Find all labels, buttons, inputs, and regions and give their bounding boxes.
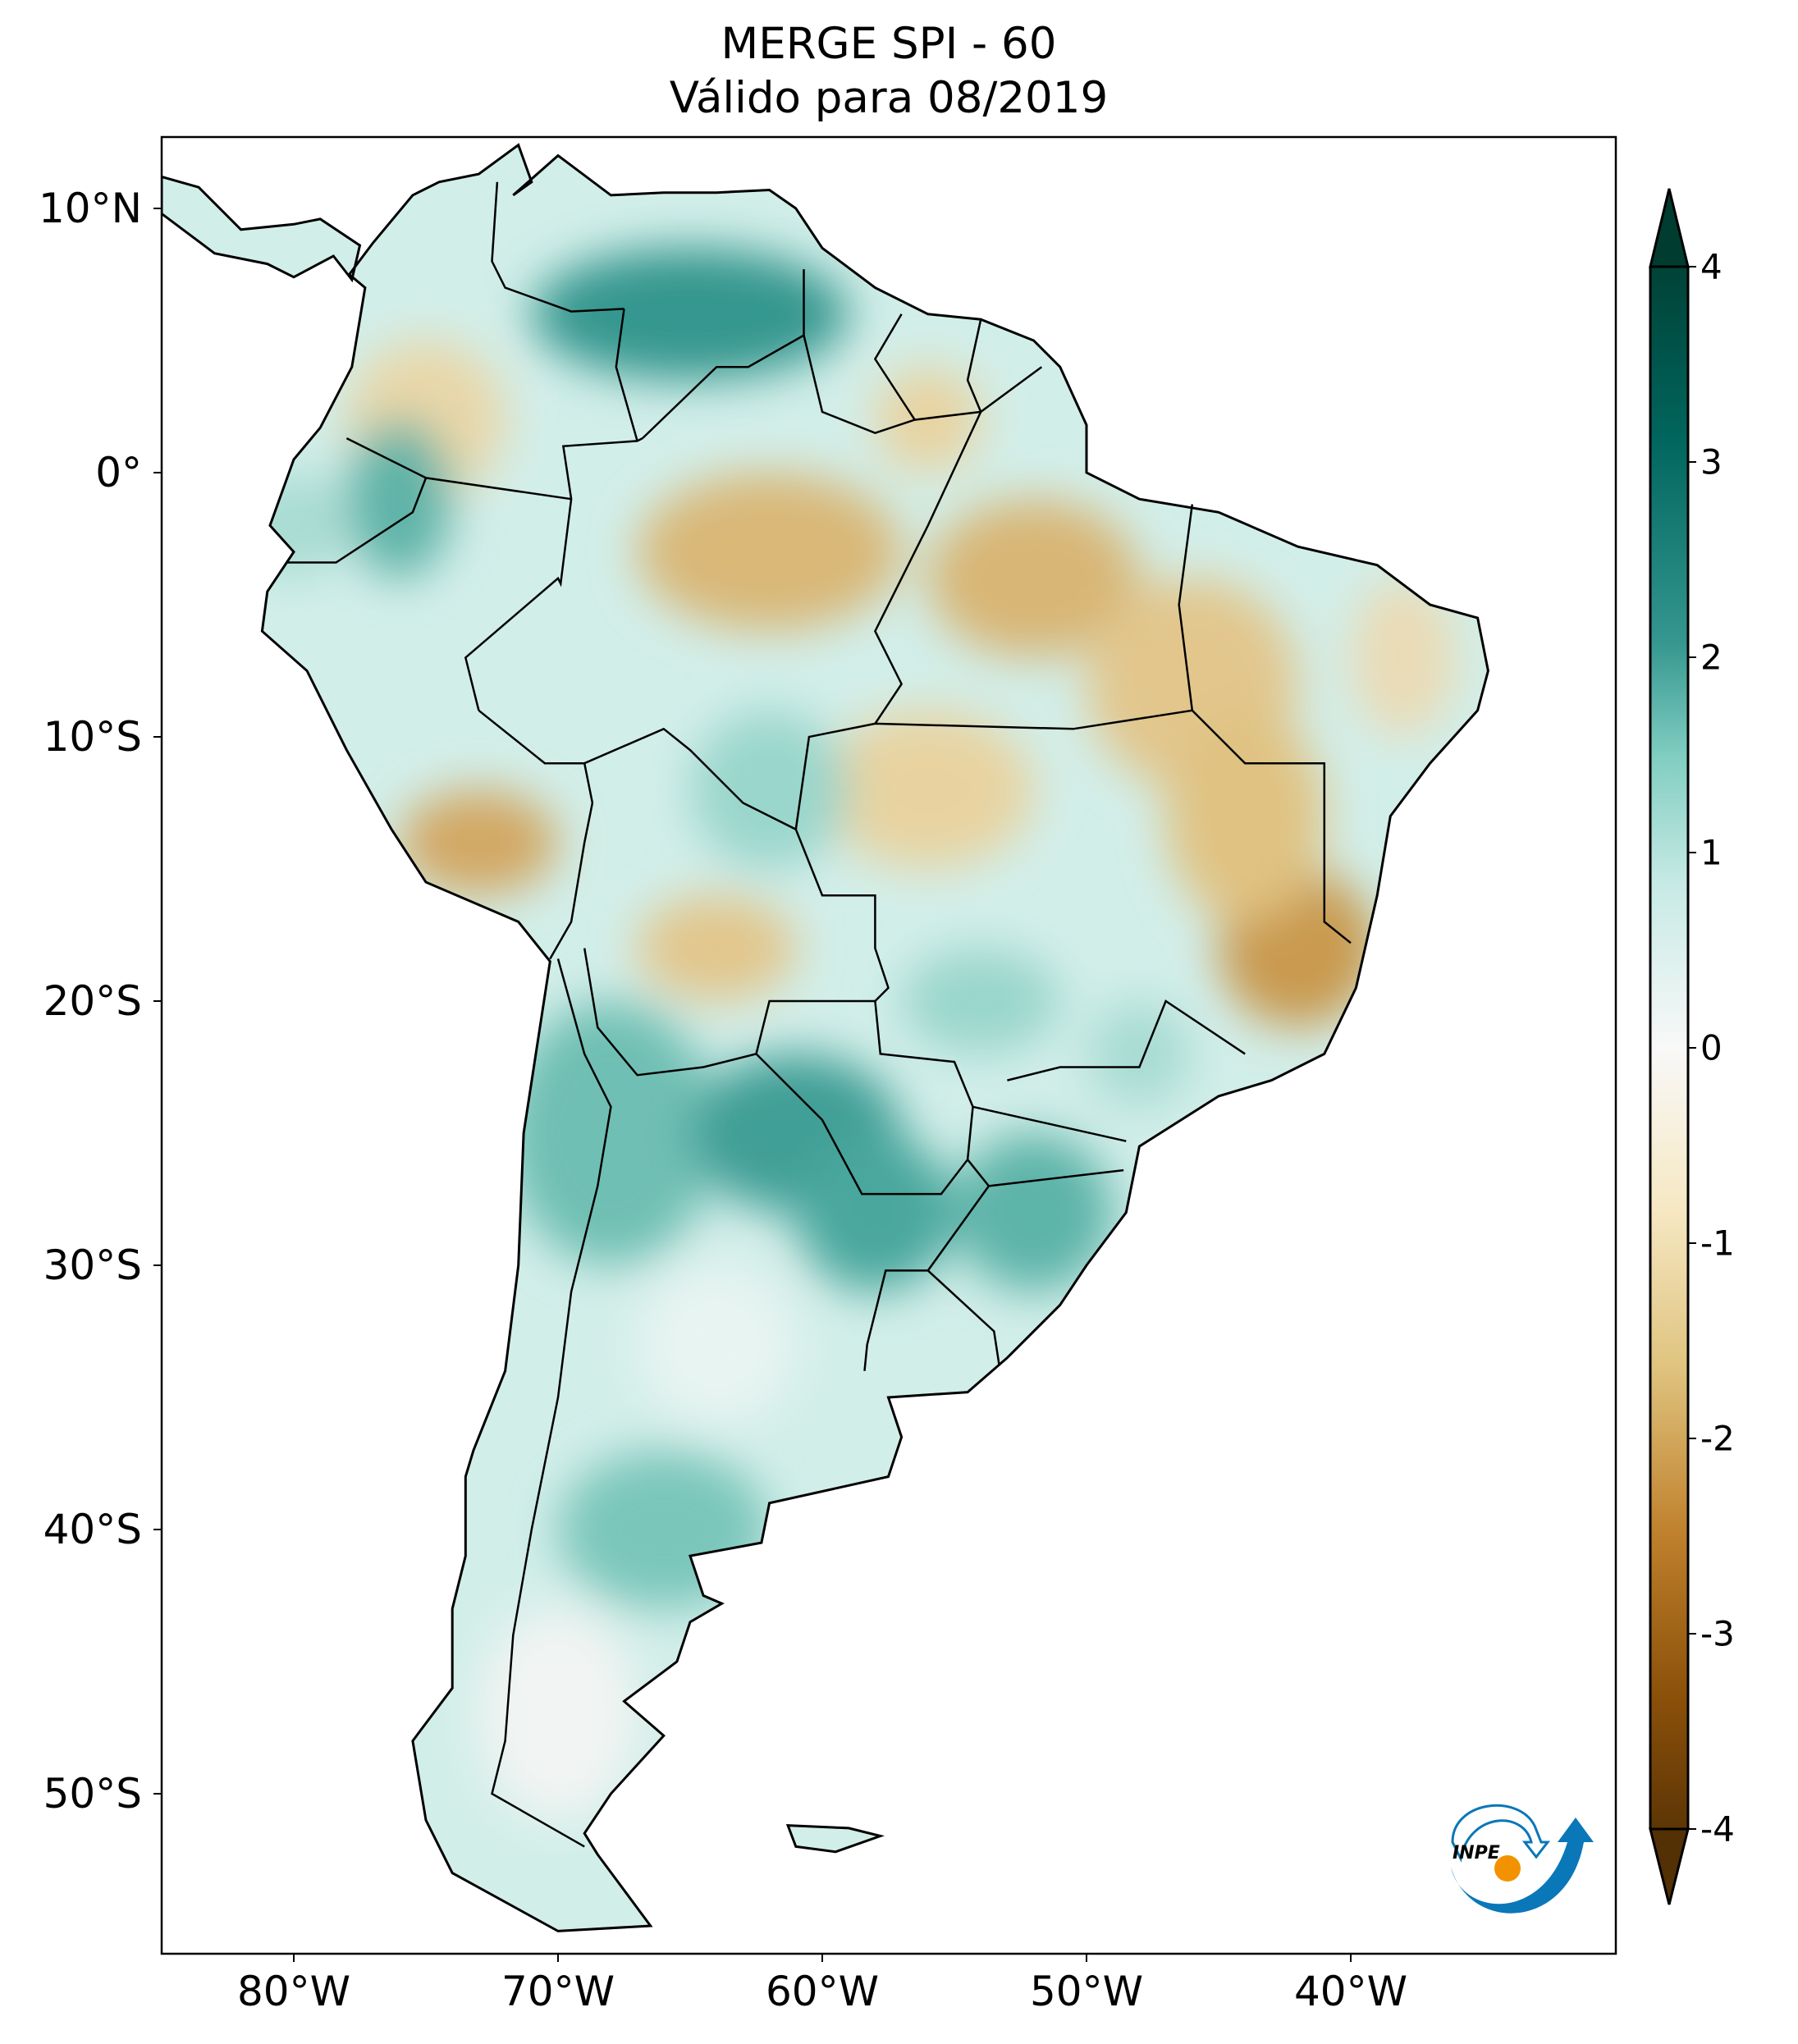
colorbar-extend-min [1649, 1827, 1690, 1905]
colorbar-tick-label: 3 [1700, 441, 1723, 482]
map-title: MERGE SPI - 60 [721, 19, 1057, 69]
spi-anomaly-patch [637, 1265, 796, 1424]
colorbar-tick-label: 1 [1700, 832, 1723, 873]
spi-anomaly-patch [399, 789, 558, 896]
spi-anomaly-patch [875, 367, 981, 473]
lat-label: 50°S [43, 1770, 142, 1818]
border-line [803, 335, 1043, 435]
spi-anomaly-patch [954, 1133, 1114, 1292]
border-line [615, 309, 638, 441]
lat-label: 10°S [43, 713, 142, 761]
spi-anomaly-patch [795, 1133, 954, 1292]
spi-anomaly-patch [1087, 1001, 1192, 1107]
border-line [642, 269, 805, 440]
spi-anomaly-patch [1165, 710, 1324, 922]
spi-anomaly-patch [1351, 578, 1457, 738]
border-line [926, 1269, 1000, 1366]
lon-label: 40°W [1293, 1968, 1408, 2015]
colorbar-tick-label: -2 [1700, 1418, 1735, 1459]
lon-label: 50°W [1029, 1968, 1144, 2015]
lat-label: 30°S [43, 1241, 142, 1289]
lat-label: 0° [95, 449, 142, 496]
spi-anomaly-patch [531, 248, 849, 381]
lat-label: 20°S [43, 977, 142, 1025]
spi-anomaly-patch [346, 419, 453, 578]
lat-label: 40°S [43, 1506, 142, 1553]
border-line [874, 411, 982, 725]
border-line [1007, 999, 1246, 1081]
lon-label: 80°W [236, 1968, 351, 2015]
border-line [464, 437, 643, 711]
map-subtitle: Válido para 08/2019 [669, 73, 1109, 123]
spi-anomaly-patch [505, 1001, 717, 1265]
spi-anomaly-patch [822, 710, 1034, 869]
border-line [863, 1159, 991, 1371]
colorbar-extend-max [1649, 188, 1690, 268]
spi-anomaly-patch [558, 1450, 770, 1609]
border-line [491, 958, 612, 1848]
lat-label: 10°N [38, 185, 142, 232]
axis-ticks [153, 208, 1352, 1962]
inpe-logo: INPE [1451, 1804, 1594, 1914]
colorbar [1649, 188, 1696, 1905]
border-line [966, 318, 982, 413]
lon-label: 70°W [501, 1968, 615, 2015]
colorbar-tick-label: -4 [1700, 1809, 1735, 1850]
coastline [162, 143, 1489, 1932]
border-line [491, 181, 624, 313]
border-line [583, 727, 890, 1002]
spi-anomaly-patch [637, 473, 902, 632]
border-line [583, 948, 876, 1077]
border-line [988, 1168, 1124, 1187]
border-line [478, 709, 594, 960]
border-line [286, 477, 428, 564]
border-line [972, 1105, 1127, 1142]
map-frame [160, 135, 1617, 1955]
spi-anomaly-patch [478, 1608, 638, 1821]
spi-anomaly-patch [637, 895, 796, 1001]
colorbar-tick-label: 2 [1700, 637, 1723, 678]
spi-anomaly-patch [927, 499, 1140, 658]
colorbar-tick-label: 0 [1700, 1027, 1723, 1068]
spi-anomaly-patch [901, 948, 1060, 1054]
spi-anomaly-patch [690, 710, 849, 869]
colorbar-tick-label: 4 [1700, 246, 1723, 287]
border-line [873, 313, 916, 421]
lon-label: 60°W [765, 1968, 880, 2015]
logo-text: INPE [1453, 1843, 1500, 1863]
colorbar-tick-label: -1 [1700, 1223, 1735, 1264]
country-borders [286, 181, 1352, 1848]
border-line [1178, 504, 1352, 944]
colorbar-tick-label: -3 [1700, 1613, 1735, 1654]
